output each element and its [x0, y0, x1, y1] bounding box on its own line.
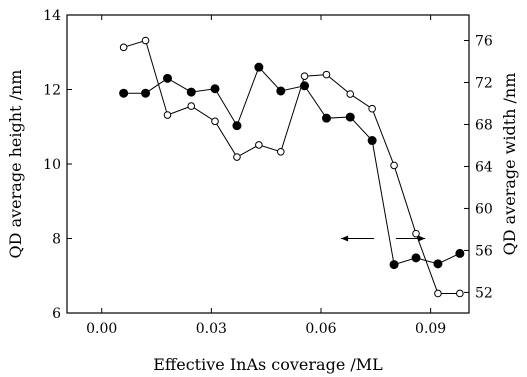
width-point	[255, 141, 263, 149]
plot-frame	[66, 14, 470, 314]
height-point	[186, 87, 196, 97]
height-point	[433, 259, 443, 269]
width-point	[163, 111, 172, 119]
width-point	[211, 117, 219, 126]
width-point	[412, 229, 420, 238]
y-right-tick-label: 60	[475, 201, 493, 217]
series-lines	[123, 39, 461, 294]
y-left-tick-label: 10	[43, 157, 61, 173]
width-point	[141, 36, 150, 45]
width-point	[233, 153, 241, 161]
x-axis-title: Effective InAs coverage /ML	[153, 355, 383, 374]
height-point	[163, 73, 172, 83]
series-points	[119, 36, 465, 298]
width-point	[456, 289, 464, 298]
x-tick-label: 0.09	[415, 321, 446, 337]
height-point	[411, 253, 421, 263]
y-left-tick-label: 8	[52, 232, 61, 248]
width-point	[322, 70, 331, 79]
height-point	[455, 248, 465, 258]
width-point	[187, 102, 196, 110]
y-left-tick-label: 6	[52, 306, 61, 322]
y-right-tick-label: 68	[475, 117, 493, 133]
height-point	[119, 88, 129, 98]
width-point	[368, 104, 376, 113]
y-left-tick-label: 14	[43, 8, 61, 24]
y-right-axis-title: QD average width /nm	[500, 73, 519, 256]
arrow-right-head	[418, 235, 426, 242]
height-point	[389, 260, 399, 270]
width-point	[346, 90, 355, 98]
height-point	[232, 121, 242, 131]
width-point	[434, 289, 442, 298]
x-tick-label: 0.06	[305, 321, 336, 337]
annotations	[341, 235, 426, 242]
arrow-left-head	[341, 235, 349, 242]
height-point	[345, 112, 355, 122]
y-left-tick-label: 12	[43, 83, 61, 99]
y-right-tick-label: 52	[475, 285, 493, 301]
y-right-tick-label: 76	[475, 34, 493, 50]
height-point	[210, 84, 220, 94]
x-tick-label: 0.03	[196, 321, 227, 337]
height-point	[367, 136, 377, 146]
height-point	[321, 113, 331, 123]
width-point	[119, 43, 128, 52]
height-series-line	[123, 66, 461, 266]
width-point	[276, 147, 285, 156]
width-point	[390, 161, 398, 170]
y-right-tick-label: 64	[475, 159, 493, 175]
width-point	[300, 72, 309, 80]
height-point	[141, 88, 151, 98]
y-right-tick-label: 56	[475, 243, 493, 259]
height-point	[276, 86, 286, 96]
y-right-tick-label: 72	[475, 75, 493, 91]
x-tick-label: 0.00	[86, 321, 117, 337]
y-left-axis-title: QD average height /nm	[6, 70, 25, 259]
height-point	[300, 81, 310, 91]
height-point	[254, 62, 264, 72]
width-series-line	[123, 39, 460, 294]
